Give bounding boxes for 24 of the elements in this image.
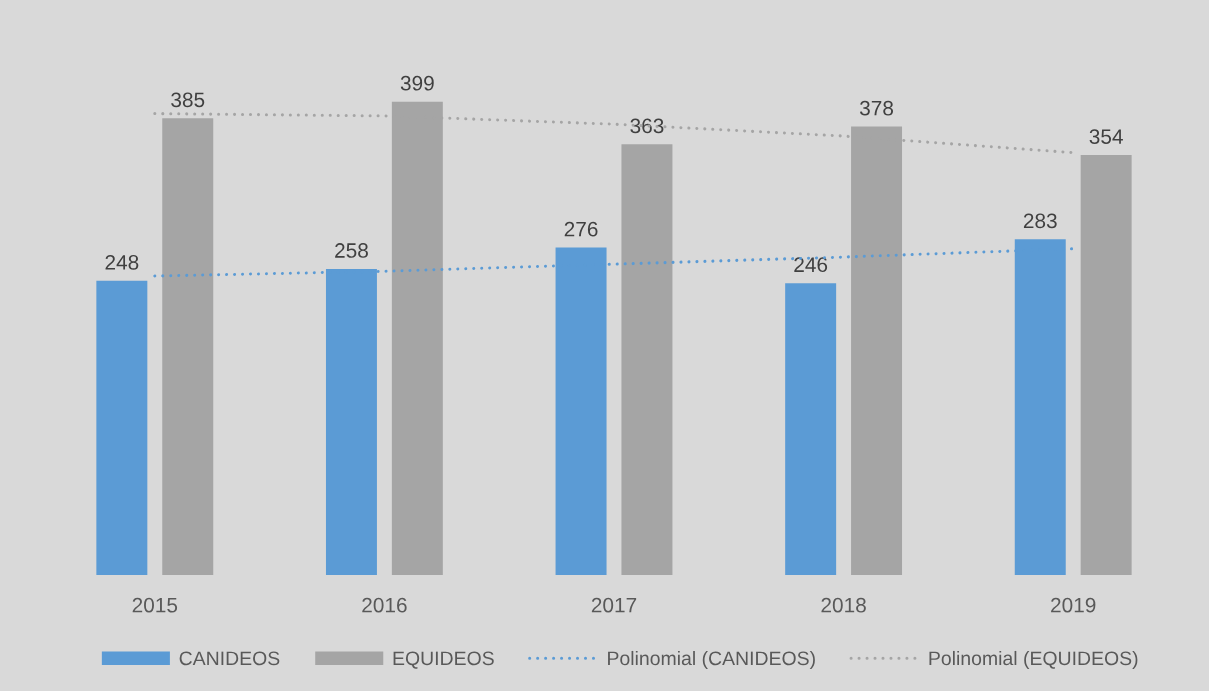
x-tick-label: 2018 — [821, 597, 866, 613]
data-label: 354 — [1089, 129, 1123, 144]
x-tick-label: 2019 — [1051, 597, 1096, 613]
legend-label: CANIDEOS — [179, 651, 280, 666]
bar — [1080, 155, 1132, 575]
bar — [785, 283, 837, 575]
x-tick-label: 2016 — [362, 597, 407, 613]
legend-label: Polinomial (CANIDEOS) — [608, 650, 815, 670]
data-label: 283 — [1023, 213, 1057, 229]
data-label: 385 — [171, 92, 205, 108]
data-label: 246 — [794, 257, 828, 273]
data-label: 276 — [564, 221, 598, 237]
data-label: 399 — [400, 75, 434, 91]
data-label: 378 — [859, 100, 894, 116]
data-label: 248 — [105, 254, 139, 270]
data-label: 363 — [630, 118, 664, 134]
legend-label: Polinomial (EQUIDEOS) — [929, 650, 1138, 670]
x-tick-label: 2015 — [132, 597, 178, 613]
bar — [162, 118, 214, 575]
legend-label: EQUIDEOS — [393, 651, 494, 669]
bar — [621, 144, 673, 575]
data-label: 258 — [335, 243, 368, 258]
x-tick-label: 2017 — [591, 597, 637, 613]
bar — [96, 280, 148, 575]
